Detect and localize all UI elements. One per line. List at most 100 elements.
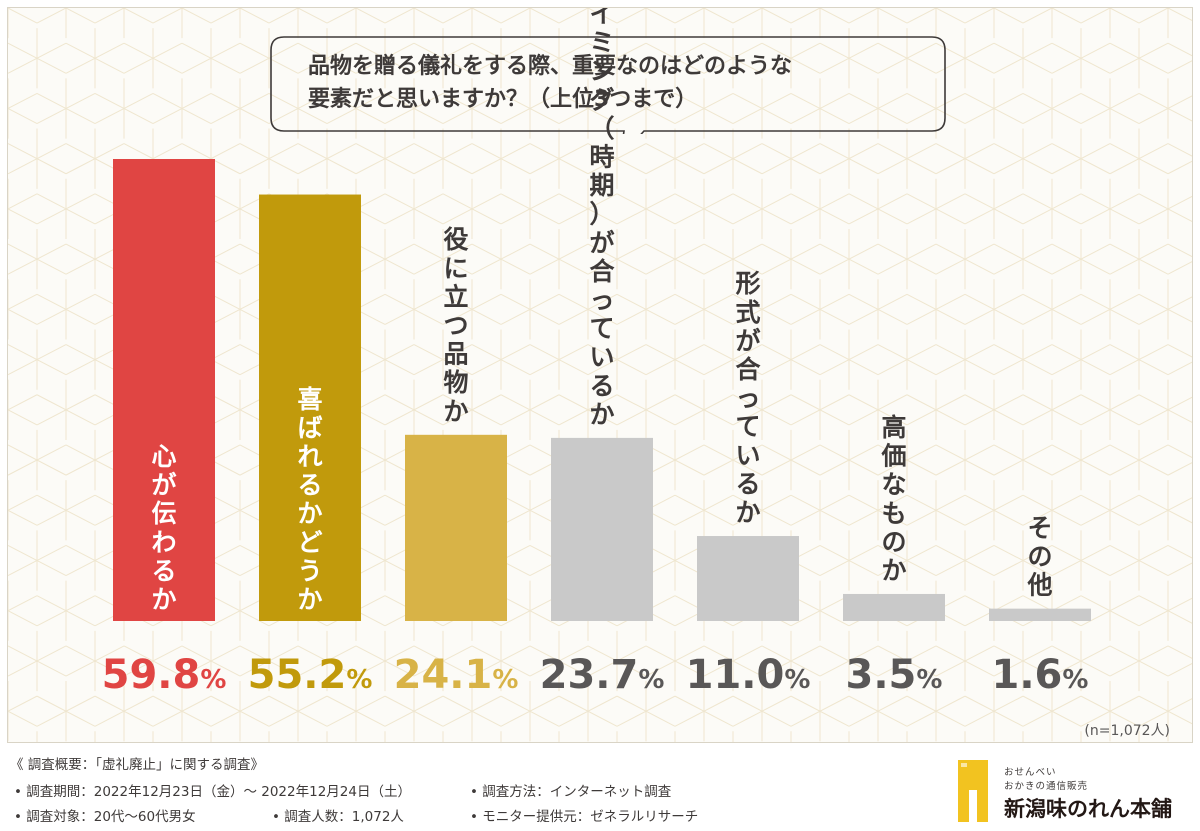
pattern-motif bbox=[1167, 444, 1192, 476]
pattern-motif bbox=[94, 8, 154, 39]
pattern-motif bbox=[645, 530, 705, 591]
pattern-motif bbox=[1167, 344, 1192, 376]
pattern-motif bbox=[1022, 8, 1082, 39]
pattern-motif bbox=[210, 8, 270, 39]
pattern-motif bbox=[877, 329, 937, 390]
pattern-motif bbox=[1022, 480, 1082, 541]
pattern-motif bbox=[471, 128, 531, 189]
pattern-motif bbox=[1051, 530, 1111, 591]
pattern-motif bbox=[964, 178, 1024, 240]
pattern-motif bbox=[181, 28, 241, 89]
pattern-motif bbox=[616, 78, 676, 139]
pattern-motif bbox=[1022, 731, 1024, 742]
pattern-motif bbox=[500, 8, 560, 39]
category-label-2: 喜ばれるかどうか bbox=[297, 385, 322, 614]
pattern-motif bbox=[906, 681, 966, 742]
pattern-motif bbox=[993, 329, 1053, 390]
pattern-motif bbox=[384, 8, 444, 39]
pattern-motif bbox=[674, 681, 734, 742]
pattern-motif bbox=[616, 379, 676, 440]
pattern-motif bbox=[1109, 630, 1169, 692]
pattern-motif bbox=[877, 229, 937, 290]
pattern-motif bbox=[355, 329, 415, 390]
pattern-motif bbox=[1051, 630, 1111, 692]
pattern-motif bbox=[1138, 681, 1192, 742]
pattern-motif bbox=[529, 329, 589, 390]
pattern-motif bbox=[36, 480, 96, 541]
pattern-motif bbox=[1167, 645, 1192, 677]
pattern-motif bbox=[1022, 681, 1082, 742]
pattern-motif bbox=[819, 429, 879, 491]
pattern-motif bbox=[1109, 229, 1169, 290]
pattern-motif bbox=[790, 580, 850, 641]
survey-period: • 調査期間：2022年12月23日（金）〜 2022年12月24日（土） bbox=[14, 784, 411, 800]
pattern-motif bbox=[1051, 429, 1111, 491]
pattern-motif bbox=[964, 731, 966, 742]
pattern-motif bbox=[210, 78, 270, 139]
pattern-motif bbox=[674, 8, 734, 39]
pattern-motif bbox=[558, 178, 618, 240]
pattern-motif bbox=[1109, 530, 1169, 591]
pattern-motif bbox=[1138, 379, 1192, 440]
pattern-motif bbox=[616, 8, 676, 39]
pattern-motif bbox=[819, 630, 879, 692]
pattern-motif bbox=[413, 128, 473, 189]
pattern-motif bbox=[761, 229, 821, 290]
bar-plot: 心が伝わるか 59.8% 喜ばれるかどうか 55.2% 役に立つ品物か 24.1% タイミン… bbox=[102, 8, 1091, 698]
pattern-motif bbox=[761, 128, 821, 189]
pattern-motif bbox=[616, 178, 676, 240]
pattern-motif bbox=[732, 681, 792, 742]
pattern-motif bbox=[1080, 681, 1140, 742]
pattern-motif bbox=[790, 681, 850, 742]
pattern-motif bbox=[877, 28, 937, 89]
value-label-7: 1.6% bbox=[992, 652, 1089, 698]
pattern-motif bbox=[674, 480, 734, 541]
pattern-motif bbox=[877, 128, 937, 189]
pattern-motif bbox=[36, 681, 96, 742]
pattern-motif bbox=[442, 731, 444, 742]
pattern-motif bbox=[500, 379, 560, 440]
pattern-motif bbox=[732, 379, 792, 440]
pattern-motif bbox=[877, 530, 937, 591]
pattern-motif bbox=[790, 78, 850, 139]
pattern-motif bbox=[152, 731, 154, 742]
pattern-motif bbox=[935, 329, 995, 390]
pattern-motif bbox=[239, 630, 299, 692]
pattern-motif bbox=[268, 8, 328, 39]
pattern-motif bbox=[1138, 480, 1192, 541]
pattern-motif bbox=[500, 681, 560, 742]
pattern-motif bbox=[152, 681, 212, 742]
pattern-motif bbox=[732, 480, 792, 541]
pattern-motif bbox=[8, 279, 38, 340]
chart-panel: 品物を贈る儀礼をする際、重要なのはどのような 要素だと思いますか？（上位3つまで… bbox=[7, 7, 1193, 743]
pattern-motif bbox=[355, 128, 415, 189]
pattern-motif bbox=[819, 229, 879, 290]
pattern-motif bbox=[1080, 78, 1140, 139]
pattern-motif bbox=[993, 630, 1053, 692]
pattern-motif bbox=[1051, 329, 1111, 390]
logo-tagline-2: おかきの通信販売 bbox=[1004, 781, 1089, 792]
survey-method: • 調査方法：インターネット調査 bbox=[470, 784, 672, 800]
pattern-motif bbox=[703, 429, 763, 491]
pattern-motif bbox=[587, 128, 647, 189]
pattern-motif bbox=[906, 279, 966, 340]
pattern-motif bbox=[993, 530, 1053, 591]
pattern-motif bbox=[645, 429, 705, 491]
pattern-motif bbox=[761, 329, 821, 390]
pattern-motif bbox=[1109, 28, 1169, 89]
category-label-6: 高価なものか bbox=[880, 413, 906, 585]
pattern-motif bbox=[761, 630, 821, 692]
pattern-motif bbox=[500, 731, 502, 742]
category-label-3: 役に立つ品物か bbox=[443, 225, 468, 426]
pattern-motif bbox=[1138, 8, 1192, 39]
pattern-motif bbox=[906, 178, 966, 240]
pattern-motif bbox=[1109, 128, 1169, 189]
pattern-motif bbox=[384, 379, 444, 440]
pattern-motif bbox=[558, 78, 618, 139]
pattern-motif bbox=[355, 630, 415, 692]
pattern-motif bbox=[210, 681, 270, 742]
pattern-motif bbox=[558, 8, 618, 39]
pattern-motif bbox=[732, 78, 792, 139]
pattern-motif bbox=[8, 580, 38, 641]
pattern-motif bbox=[500, 78, 560, 139]
